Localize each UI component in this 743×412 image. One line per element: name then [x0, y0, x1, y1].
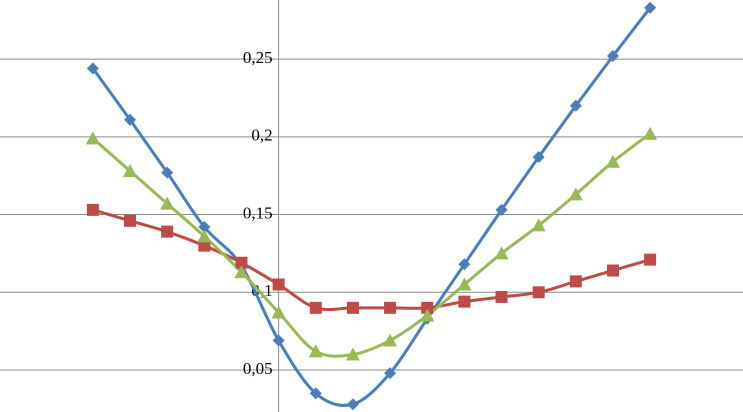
- marker: [457, 277, 472, 291]
- marker: [271, 305, 286, 319]
- marker: [605, 154, 620, 168]
- marker: [421, 301, 434, 314]
- marker: [161, 225, 174, 238]
- marker: [346, 398, 359, 411]
- marker: [85, 131, 100, 145]
- marker: [568, 187, 583, 201]
- marker: [569, 275, 582, 288]
- marker: [346, 301, 359, 314]
- marker: [86, 203, 99, 216]
- series-line: [91, 6, 652, 407]
- marker: [272, 278, 285, 291]
- marker: [532, 151, 545, 164]
- marker: [458, 295, 471, 308]
- marker: [458, 258, 471, 271]
- marker: [308, 344, 323, 358]
- marker: [495, 203, 508, 216]
- marker: [531, 218, 546, 232]
- marker: [235, 256, 248, 269]
- marker: [272, 334, 285, 347]
- y-tick-label: 0,05: [243, 359, 273, 378]
- y-tick-label: 0,25: [243, 48, 273, 67]
- marker: [494, 246, 509, 260]
- marker: [495, 290, 508, 303]
- marker: [124, 214, 137, 227]
- marker: [198, 239, 211, 252]
- marker: [234, 265, 249, 279]
- marker: [644, 1, 657, 14]
- marker: [309, 301, 322, 314]
- y-tick-label: 0,2: [251, 126, 272, 145]
- marker: [569, 99, 582, 112]
- series-line: [92, 208, 651, 312]
- marker: [160, 196, 175, 210]
- marker: [309, 387, 322, 400]
- marker: [345, 347, 360, 361]
- marker: [198, 220, 211, 233]
- marker: [420, 308, 435, 322]
- marker: [644, 253, 657, 266]
- marker: [532, 286, 545, 299]
- marker: [124, 113, 137, 126]
- marker: [383, 333, 398, 347]
- marker: [606, 264, 619, 277]
- marker: [643, 126, 658, 140]
- series-line: [91, 132, 652, 358]
- marker: [161, 166, 174, 179]
- marker: [606, 49, 619, 62]
- marker: [123, 164, 138, 178]
- marker: [384, 301, 397, 314]
- marker: [86, 62, 99, 75]
- marker: [384, 367, 397, 380]
- y-tick-label: 0,15: [243, 203, 273, 222]
- marker: [197, 229, 212, 243]
